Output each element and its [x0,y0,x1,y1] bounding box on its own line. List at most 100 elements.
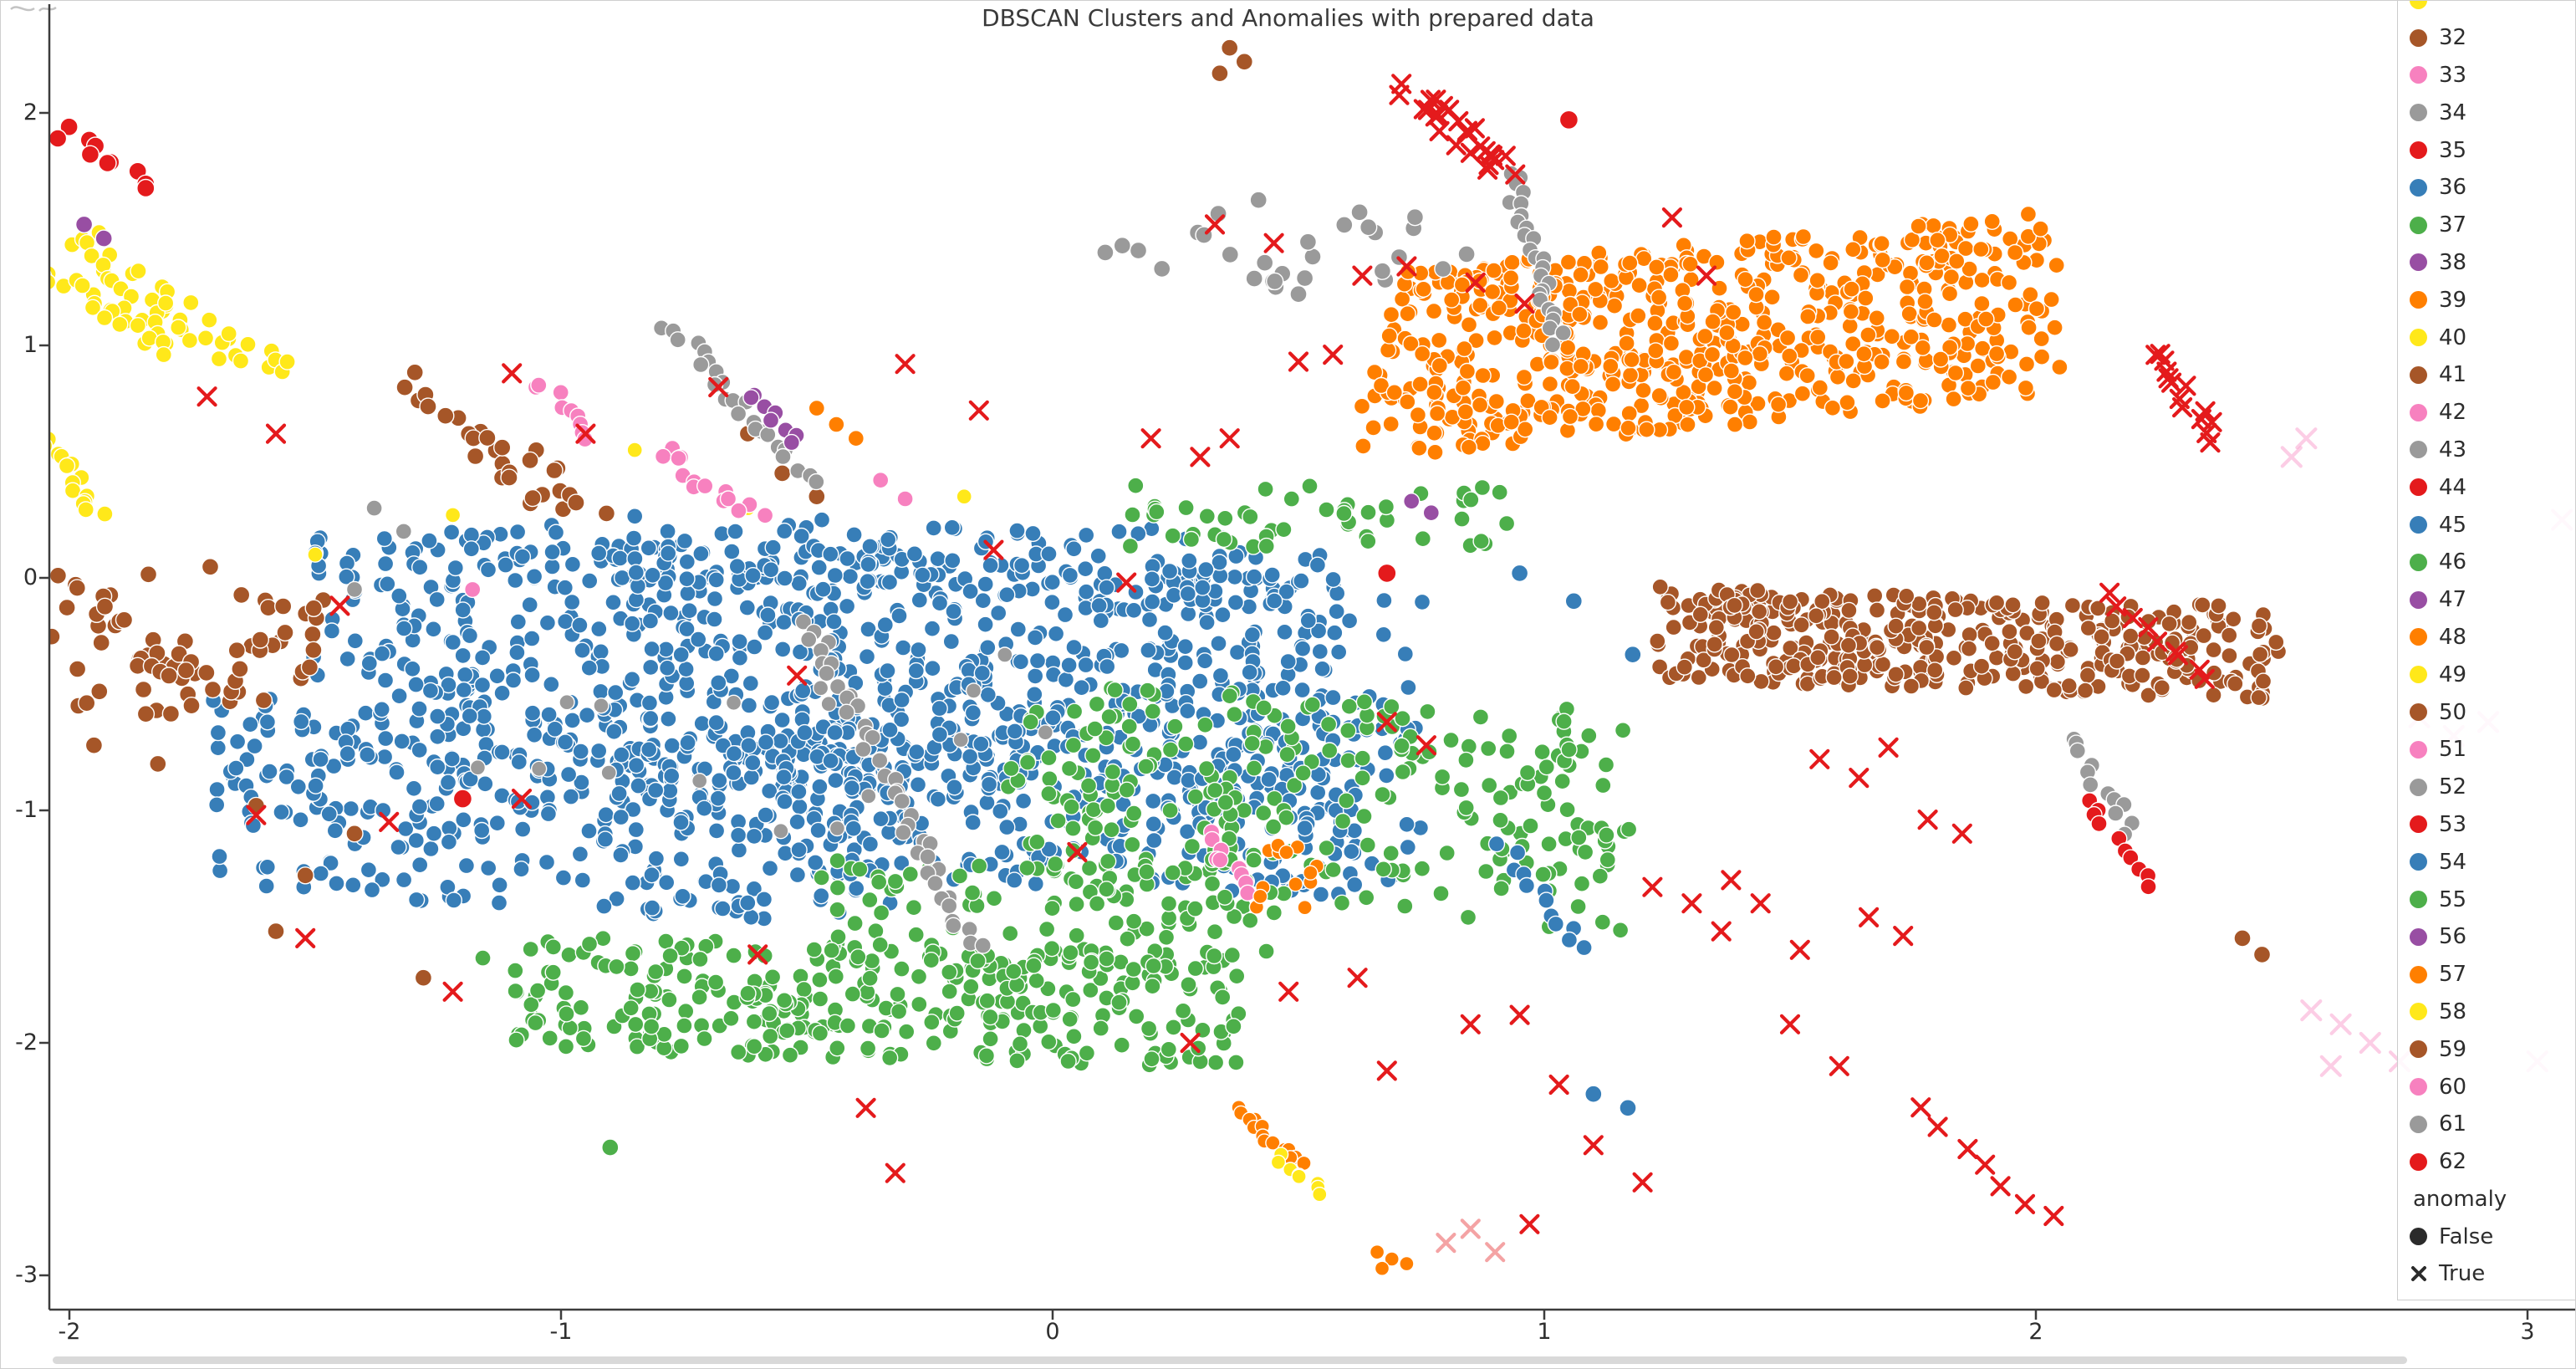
cluster-anomaly-faded-red-bottom [1436,1218,1506,1263]
legend-entry-41: 41 [2405,356,2575,394]
legend-marker-circle [2410,478,2427,497]
legend-label: 36 [2439,175,2467,201]
legend-entry-false: False [2405,1218,2575,1255]
legend-entry-57: 57 [2405,956,2575,994]
cluster-brown-left-scatter [49,558,323,723]
cluster-purple-topleft [74,215,113,248]
legend-label: 60 [2439,1074,2467,1100]
legend-marker-circle [2410,740,2427,759]
legend-label: 33 [2439,62,2467,88]
y-tick-label--1: -1 [15,797,38,823]
x-tick-label-3: 3 [2520,1319,2535,1345]
legend-marker-circle [2410,853,2427,871]
legend-label: 51 [2439,737,2467,763]
legend-label: 43 [2439,437,2467,462]
cluster-brown-left-streak1 [49,566,201,715]
cluster-orange-mid-specks [808,399,865,447]
y-tick-label--2: -2 [15,1029,38,1055]
legend-entry-44: 44 [2405,468,2575,506]
legend-marker-circle [2410,216,2427,234]
cluster-red-topleft-dots [49,117,156,198]
x-tick-label-0: 0 [1045,1319,1060,1345]
legend-marker-circle [2410,1115,2427,1133]
cluster-purple-mid-streak [742,386,805,452]
legend-entry-33: 33 [2405,57,2575,95]
cluster-anomaly-bottomright-streak [1910,1097,2064,1227]
cluster-gray-in-blue [469,646,1054,840]
legend-entry-53: 53 [2405,806,2575,844]
legend-label: 58 [2439,999,2467,1024]
y-tick-label--3: -3 [15,1262,38,1288]
legend-label: 47 [2439,587,2467,613]
legend-entry-45: 45 [2405,506,2575,544]
legend-label: True [2439,1261,2486,1287]
legend-marker-circle [2410,1152,2427,1171]
cluster-blue-strays [1510,564,1642,1117]
x-tick-label-2: 2 [2028,1319,2043,1345]
legend-label: 39 [2439,287,2467,313]
cluster-anomaly-scatter [196,207,1972,1234]
legend-label: 59 [2439,1036,2467,1062]
legend-entry-47: 47 [2405,581,2575,619]
legend-marker-circle [2410,927,2427,946]
horizontal-scrollbar[interactable] [53,1356,2407,1364]
cluster-green-band [474,929,1247,1074]
legend-label: 34 [2439,100,2467,125]
cluster-anomaly-brown-streak [2099,582,2215,689]
legend-label: 37 [2439,212,2467,238]
legend-marker-circle [2410,291,2427,309]
cluster-anomaly-top-streak [1389,74,1526,185]
legend-label: 40 [2439,324,2467,350]
legend-entry-38: 38 [2405,244,2575,282]
legend-marker-circle [2410,28,2427,47]
legend-entry-35: 35 [2405,131,2575,169]
axes [39,4,2575,1320]
legend-marker-circle [2410,553,2427,571]
cluster-orange-bottom-streak [1230,1099,1312,1172]
legend-marker-circle [2410,365,2427,384]
legend-marker-circle [2410,1003,2427,1021]
legend-marker-circle [2410,628,2427,646]
legend-marker-x-icon [2410,1264,2428,1283]
legend-marker-circle [2410,590,2427,609]
legend-marker-circle [2410,1078,2427,1096]
legend-entry-34: 34 [2405,94,2575,131]
cluster-green-mid [813,851,1275,981]
x-tick-label--2: -2 [58,1319,81,1345]
cluster-gray-left-specks [345,499,412,599]
legend-label: 55 [2439,886,2467,912]
legend-label: 44 [2439,474,2467,500]
legend-entry-39: 39 [2405,281,2575,319]
cluster-green-right [999,680,1638,939]
y-tick-label-1: 1 [23,332,38,358]
legend-label: 54 [2439,849,2467,875]
legend-marker-circle [2410,703,2427,722]
cluster-yellow-bottom-streak [1270,1147,1328,1203]
legend-entry-62: 62 [2405,1143,2575,1181]
cluster-red-right-streak [2080,792,2157,896]
legend-entry-59: 59 [2405,1030,2575,1068]
cluster-pink-specks [464,472,914,599]
legend-entry-32: 32 [2405,19,2575,57]
legend-entry-54: 54 [2405,843,2575,881]
legend-entry-55: 55 [2405,881,2575,918]
x-tick-label--1: -1 [549,1319,573,1345]
legend-entry-true: True [2405,1255,2575,1293]
legend-marker-circle [2410,778,2427,796]
legend-entry-partial [2405,1,2575,19]
legend: 32 33 34 35 36 37 38 39 40 41 42 43 44 45 46 47 48 49 50 51… [2397,1,2575,1300]
legend-label: 57 [2439,962,2467,988]
legend-entry-51: 51 [2405,731,2575,769]
x-tick-label-1: 1 [1537,1319,1552,1345]
legend-label: 48 [2439,624,2467,650]
legend-entry-50: 50 [2405,693,2575,731]
legend-label: False [2439,1223,2494,1249]
legend-entry-42: 42 [2405,394,2575,432]
cluster-blue-top-fringe [507,508,1342,610]
corner-artifact [10,6,57,12]
legend-marker-circle [2410,1228,2427,1246]
cluster-brown-top-points [738,38,1254,506]
cluster-pink-midleft-2 [654,439,774,524]
legend-marker-circle [2410,891,2427,909]
legend-marker-circle [2410,104,2427,122]
